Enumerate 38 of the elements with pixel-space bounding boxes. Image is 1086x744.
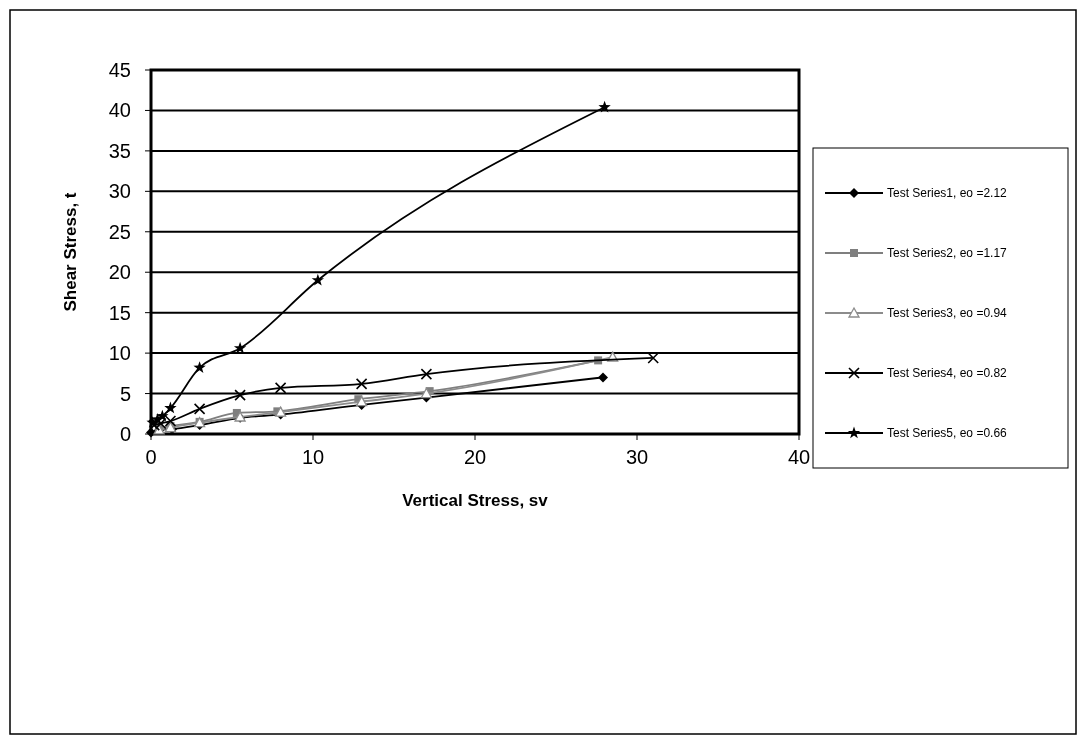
point [355, 378, 368, 390]
x-tick-label: 20 [463, 446, 487, 468]
y-tick-label: 30 [108, 180, 131, 203]
legend-label: Test Series5, eo =0.66 [887, 426, 1008, 441]
point [234, 389, 246, 401]
x-axis-title: Vertical Stress, sv [402, 491, 549, 510]
legend-label: Test Series2, eo =1.17 [887, 246, 1008, 261]
point [597, 372, 608, 383]
x-tick-label: 30 [625, 446, 649, 468]
x-tick-label: 40 [787, 446, 811, 468]
point [154, 417, 167, 430]
point [420, 368, 433, 380]
point [274, 382, 287, 394]
legend-label: Test Series3, eo =0.94 [887, 306, 1008, 321]
point [598, 100, 611, 113]
y-tick-label: 5 [119, 382, 131, 405]
y-axis-title: Shear Stress, t [61, 192, 80, 312]
legend-label: Test Series1, eo =2.12 [887, 186, 1008, 201]
x-tick-label: 10 [301, 446, 325, 468]
point [164, 415, 177, 427]
y-tick-label: 35 [108, 139, 131, 162]
point [355, 395, 368, 407]
point [156, 409, 169, 422]
y-tick-label: 15 [108, 301, 131, 324]
y-tick-label: 40 [108, 99, 131, 122]
point [311, 273, 325, 286]
point [233, 341, 247, 354]
y-tick-label: 10 [108, 342, 131, 365]
y-tick-label: 0 [119, 423, 131, 445]
point [420, 387, 433, 399]
point [193, 361, 206, 373]
y-tick-label: 20 [108, 261, 131, 284]
point [193, 403, 206, 415]
point [164, 401, 177, 414]
y-tick-label: 45 [108, 59, 131, 81]
y-tick-label: 25 [108, 220, 131, 243]
x-tick-label: 0 [145, 446, 157, 468]
legend-label: Test Series4, eo =0.82 [887, 366, 1008, 381]
